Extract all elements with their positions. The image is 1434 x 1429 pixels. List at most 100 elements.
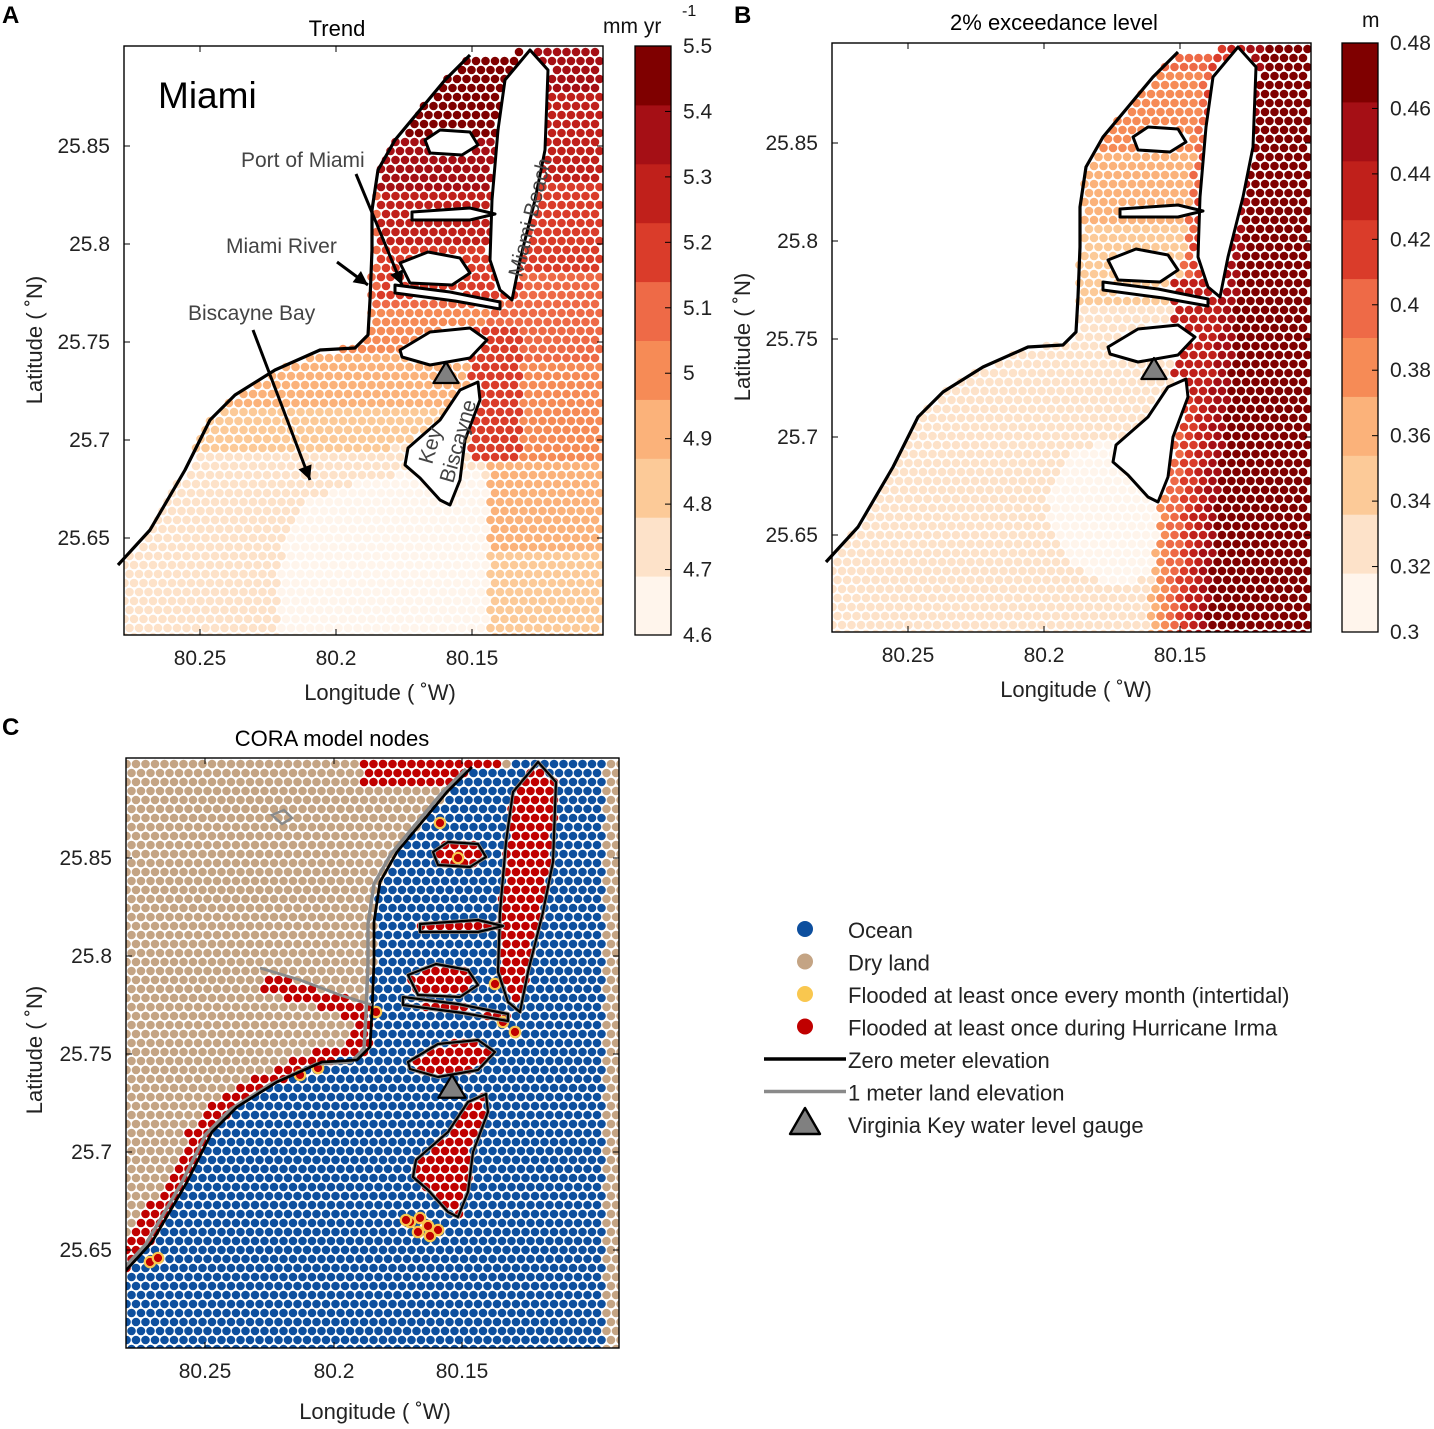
exceedance-node <box>1284 314 1293 324</box>
exceedance-node <box>1061 377 1070 387</box>
trend-node <box>224 578 234 588</box>
irma-flood-node <box>507 894 516 904</box>
ocean-node <box>416 831 426 841</box>
trend-node <box>367 596 376 606</box>
dry-land-node <box>364 840 374 850</box>
trend-node <box>381 227 391 237</box>
exceedance-node <box>1008 422 1018 432</box>
exceedance-node <box>842 593 852 603</box>
exceedance-node <box>1289 467 1298 477</box>
exceedance-node <box>1222 521 1232 531</box>
exceedance-node <box>1270 305 1279 315</box>
trend-node <box>471 596 481 606</box>
ocean-node <box>597 885 606 895</box>
ocean-node <box>464 777 473 787</box>
dry-land-node <box>293 777 302 787</box>
exceedance-node <box>1175 557 1184 567</box>
trend-node <box>376 398 386 408</box>
dry-land-node <box>179 849 188 859</box>
trend-node <box>414 128 424 138</box>
trend-node <box>533 47 543 57</box>
trend-node <box>419 191 429 201</box>
trend-node <box>585 92 595 102</box>
exceedance-node <box>1194 305 1203 315</box>
trend-node <box>405 236 414 246</box>
exceedance-node <box>1213 467 1222 477</box>
dry-land-node <box>179 813 188 823</box>
dry-land-node <box>250 804 260 814</box>
dry-land-node <box>203 786 212 796</box>
trend-node <box>538 596 547 606</box>
trend-node <box>296 587 305 597</box>
trend-node <box>281 470 291 480</box>
trend-node <box>509 542 519 552</box>
exceedance-node <box>1023 449 1032 459</box>
trend-node <box>205 596 215 606</box>
exceedance-node <box>1293 98 1303 108</box>
trend-node <box>467 479 476 489</box>
trend-node <box>239 497 248 507</box>
trend-node <box>372 569 381 579</box>
trend-node <box>410 227 419 237</box>
trend-node <box>481 560 490 570</box>
trend-node <box>124 626 125 630</box>
exceedance-node <box>1284 152 1293 162</box>
exceedance-node <box>928 503 937 513</box>
trend-node <box>210 587 220 597</box>
dry-land-node <box>288 894 298 904</box>
exceedance-node <box>1194 575 1203 585</box>
exceedance-node <box>1032 521 1042 531</box>
exceedance-node <box>1137 197 1146 207</box>
exceedance-node <box>1274 422 1284 432</box>
dry-land-node <box>236 903 245 913</box>
trend-node <box>566 272 576 282</box>
exceedance-node <box>1056 422 1065 432</box>
exceedance-node <box>994 449 1004 459</box>
panel-a-ytick-label: 25.85 <box>57 135 110 158</box>
trend-node <box>500 380 509 390</box>
trend-node <box>253 434 262 444</box>
dry-land-node <box>179 795 188 805</box>
trend-node <box>300 578 310 588</box>
ocean-node <box>592 786 602 796</box>
exceedance-node <box>1046 440 1056 450</box>
trend-node <box>405 326 414 336</box>
ocean-node <box>445 885 454 895</box>
trend-node <box>429 587 438 597</box>
ocean-node <box>402 876 412 886</box>
trend-node <box>220 497 229 507</box>
dry-land-node <box>302 831 312 841</box>
trend-node <box>286 407 296 417</box>
dry-land-node <box>611 804 619 814</box>
exceedance-node <box>1056 458 1065 468</box>
exceedance-node <box>1289 71 1298 81</box>
trend-node <box>258 515 267 525</box>
trend-node <box>476 407 486 417</box>
trend-node <box>533 605 543 615</box>
exceedance-node <box>1227 548 1236 558</box>
exceedance-node <box>1213 359 1222 369</box>
dry-land-node <box>606 867 616 877</box>
gauge-triangle-a <box>432 360 460 385</box>
trend-node <box>381 317 391 327</box>
exceedance-node <box>847 620 856 630</box>
dry-land-node <box>283 777 293 787</box>
exceedance-node <box>899 611 909 621</box>
trend-node <box>410 191 419 201</box>
trend-node <box>372 443 381 453</box>
panel-a-annotation-arrows <box>251 173 404 481</box>
trend-node <box>576 380 585 390</box>
exceedance-node <box>1037 584 1046 594</box>
trend-node <box>405 524 414 534</box>
exceedance-node <box>1122 152 1132 162</box>
exceedance-node <box>1141 116 1151 126</box>
exceedance-node <box>1141 602 1151 612</box>
trend-node <box>486 515 495 525</box>
trend-node <box>386 290 395 300</box>
trend-node <box>486 461 495 471</box>
dry-land-node <box>226 903 236 913</box>
exceedance-node <box>1298 539 1308 549</box>
exceedance-node <box>1298 179 1308 189</box>
trend-node <box>410 605 419 615</box>
exceedance-node <box>1084 368 1094 378</box>
